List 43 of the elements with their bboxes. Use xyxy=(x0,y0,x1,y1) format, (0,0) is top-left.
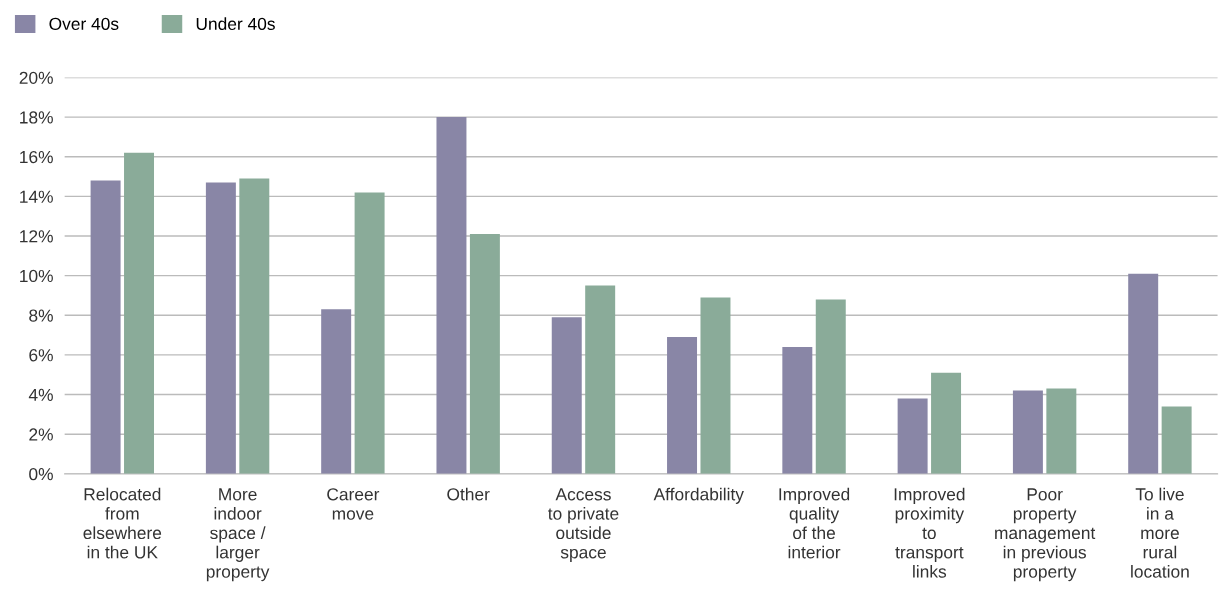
legend-label: Under 40s xyxy=(196,17,275,31)
bar xyxy=(931,372,962,474)
y-tick-label: 0% xyxy=(29,467,53,481)
y-tick-label: 6% xyxy=(29,349,53,362)
y-tick-label: 10% xyxy=(20,269,53,283)
bar xyxy=(469,234,500,474)
x-tick-label: To live in a more rural location xyxy=(1131,487,1189,578)
x-tick-label: Career move xyxy=(327,488,380,520)
legend-label: Over 40s xyxy=(49,17,119,31)
bar xyxy=(551,317,582,474)
bar xyxy=(436,117,467,474)
x-tick-label: Improved quality of the interior xyxy=(779,487,850,559)
y-tick-label: 2% xyxy=(29,428,53,441)
bar xyxy=(321,309,352,474)
x-tick-label: Relocated from elsewhere in the UK xyxy=(83,487,162,559)
x-tick-label: Other xyxy=(447,487,490,501)
bar xyxy=(1046,388,1077,474)
bar xyxy=(1161,406,1192,474)
x-tick-label: Improved proximity to transport links xyxy=(894,487,965,578)
bar xyxy=(124,152,155,474)
x-tick-label: More indoor space / larger property xyxy=(206,488,270,582)
y-tick-label: 4% xyxy=(28,388,53,401)
y-tick-label: 18% xyxy=(20,111,53,124)
bar xyxy=(585,285,616,474)
bar xyxy=(897,398,928,474)
bar xyxy=(205,182,236,474)
bar xyxy=(700,297,731,474)
y-tick-label: 8% xyxy=(29,309,53,322)
bar xyxy=(815,299,846,474)
x-tick-label: Poor property management in previous property xyxy=(995,488,1096,582)
y-tick-label: 14% xyxy=(20,190,53,203)
bar xyxy=(667,337,698,474)
bar xyxy=(239,178,270,474)
bar xyxy=(354,192,385,474)
y-tick-label: 12% xyxy=(20,230,53,243)
x-tick-label: Affordability xyxy=(653,487,744,504)
bar xyxy=(1012,390,1043,474)
bar xyxy=(90,180,121,474)
y-tick-label: 16% xyxy=(20,150,53,164)
y-tick-label: 20% xyxy=(19,71,53,84)
x-tick-label: Access to private outside space xyxy=(548,488,619,562)
bar xyxy=(782,346,813,474)
bar xyxy=(1128,273,1159,474)
